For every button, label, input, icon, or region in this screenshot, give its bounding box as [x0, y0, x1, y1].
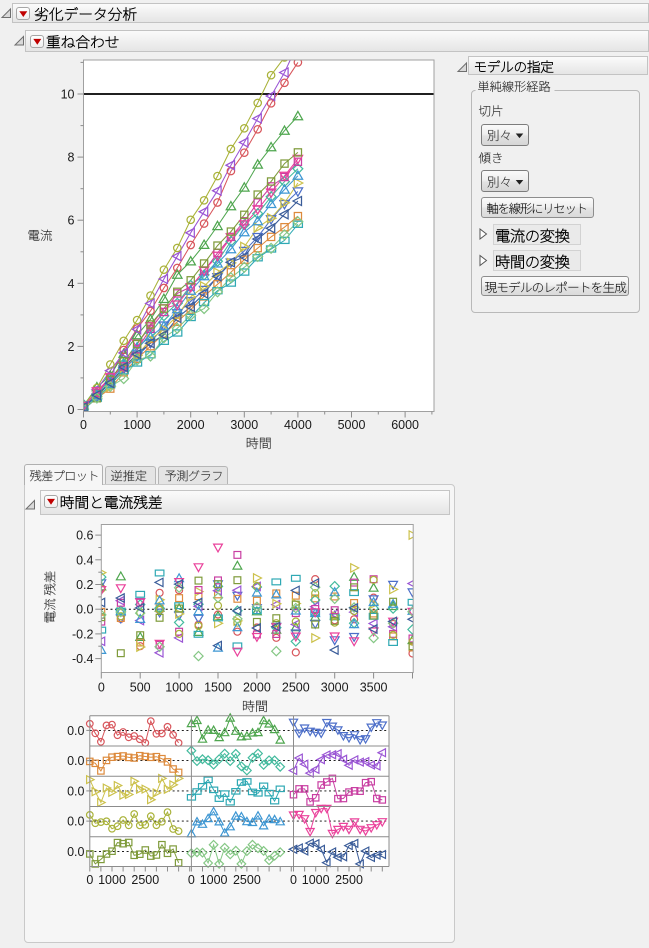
svg-text:0.4: 0.4: [76, 553, 93, 567]
svg-text:1000: 1000: [200, 873, 228, 887]
svg-text:2500: 2500: [282, 681, 310, 695]
svg-text:0: 0: [80, 418, 87, 432]
svg-text:1500: 1500: [204, 681, 232, 695]
svg-text:5000: 5000: [338, 418, 366, 432]
svg-text:0: 0: [290, 873, 297, 887]
svg-text:2000: 2000: [243, 681, 271, 695]
svg-text:2500: 2500: [335, 873, 363, 887]
svg-text:2: 2: [68, 340, 75, 354]
svg-text:0: 0: [68, 403, 75, 417]
svg-text:0.0: 0.0: [67, 815, 84, 829]
svg-text:-0.4: -0.4: [72, 652, 94, 666]
svg-text:3500: 3500: [360, 681, 388, 695]
svg-text:8: 8: [68, 151, 75, 165]
svg-text:6000: 6000: [391, 418, 419, 432]
svg-text:1000: 1000: [98, 873, 126, 887]
svg-text:6: 6: [68, 214, 75, 228]
svg-text:4000: 4000: [284, 418, 312, 432]
svg-text:0: 0: [86, 873, 93, 887]
svg-text:0.0: 0.0: [67, 724, 84, 738]
svg-text:1000: 1000: [302, 873, 330, 887]
svg-text:4: 4: [68, 277, 75, 291]
svg-text:1000: 1000: [165, 681, 193, 695]
svg-text:2500: 2500: [131, 873, 159, 887]
svg-text:0: 0: [98, 681, 105, 695]
svg-text:0.2: 0.2: [76, 578, 93, 592]
svg-text:10: 10: [61, 88, 75, 102]
svg-text:1000: 1000: [123, 418, 151, 432]
svg-text:0: 0: [188, 873, 195, 887]
svg-text:2000: 2000: [177, 418, 205, 432]
svg-text:0.0: 0.0: [76, 603, 93, 617]
svg-text:0.0: 0.0: [67, 845, 84, 859]
svg-text:500: 500: [130, 681, 151, 695]
svg-text:3000: 3000: [230, 418, 258, 432]
svg-text:0.6: 0.6: [76, 529, 93, 543]
svg-text:0.0: 0.0: [67, 784, 84, 798]
svg-text:-0.2: -0.2: [72, 627, 94, 641]
svg-text:2500: 2500: [233, 873, 261, 887]
svg-text:0.0: 0.0: [67, 754, 84, 768]
svg-text:3000: 3000: [321, 681, 349, 695]
